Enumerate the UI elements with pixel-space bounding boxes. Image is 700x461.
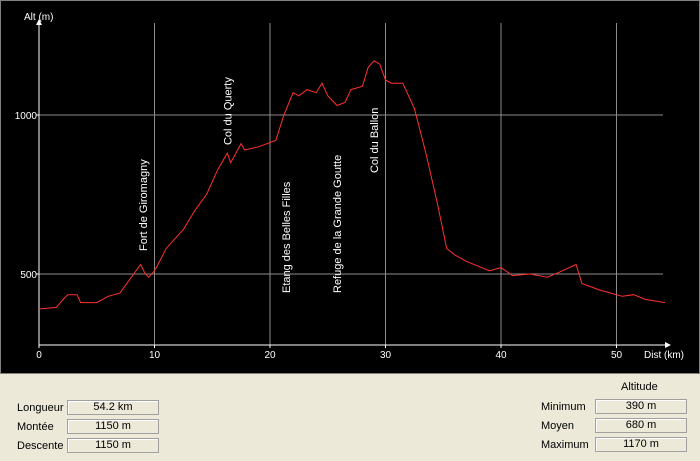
minimum-label: Minimum bbox=[541, 401, 586, 413]
elevation-line bbox=[38, 60, 666, 310]
x-tick-label: 10 bbox=[149, 350, 161, 361]
montee-value: 1150 m bbox=[67, 419, 159, 434]
x-tick-label: 0 bbox=[36, 350, 42, 361]
y-tick-label: 1000 bbox=[15, 111, 38, 122]
longueur-value: 54.2 km bbox=[67, 400, 159, 415]
montee-label: Montée bbox=[17, 421, 54, 433]
maximum-value: 1170 m bbox=[595, 437, 687, 452]
descente-value: 1150 m bbox=[67, 438, 159, 453]
annotation-label: Etang des Belles Filles bbox=[281, 181, 293, 293]
x-tick-label: 50 bbox=[611, 350, 623, 361]
x-tick-label: 30 bbox=[380, 350, 392, 361]
x-axis-arrow-icon bbox=[665, 342, 671, 348]
annotation-label: Col du Ballon bbox=[369, 108, 381, 173]
moyen-label: Moyen bbox=[541, 420, 575, 432]
annotation-label: Col du Querty bbox=[222, 77, 234, 145]
elevation-chart: Alt (m) Dist (km) 0 10 20 30 40 50 500 1000 Fort… bbox=[15, 12, 684, 361]
elevation-chart-panel: Alt (m) Dist (km) 0 10 20 30 40 50 500 1000 Fort… bbox=[0, 0, 700, 374]
y-axis-arrow-icon bbox=[36, 19, 42, 25]
stats-panel: Longueur 54.2 km Montée 1150 m Descente … bbox=[0, 374, 700, 461]
minimum-value: 390 m bbox=[595, 399, 687, 414]
annotation-label: Refuge de la Grande Goutte bbox=[332, 155, 344, 293]
maximum-label: Maximum bbox=[541, 439, 589, 451]
annotation-label: Fort de Giromagny bbox=[138, 159, 150, 251]
moyen-value: 680 m bbox=[595, 418, 687, 433]
y-tick-label: 500 bbox=[20, 270, 37, 281]
x-tick-label: 20 bbox=[264, 350, 276, 361]
descente-label: Descente bbox=[17, 440, 64, 452]
x-axis-title: Dist (km) bbox=[644, 350, 684, 361]
y-axis-title: Alt (m) bbox=[24, 12, 53, 23]
altitude-heading: Altitude bbox=[621, 381, 658, 393]
x-tick-label: 40 bbox=[495, 350, 507, 361]
longueur-label: Longueur bbox=[17, 402, 64, 414]
